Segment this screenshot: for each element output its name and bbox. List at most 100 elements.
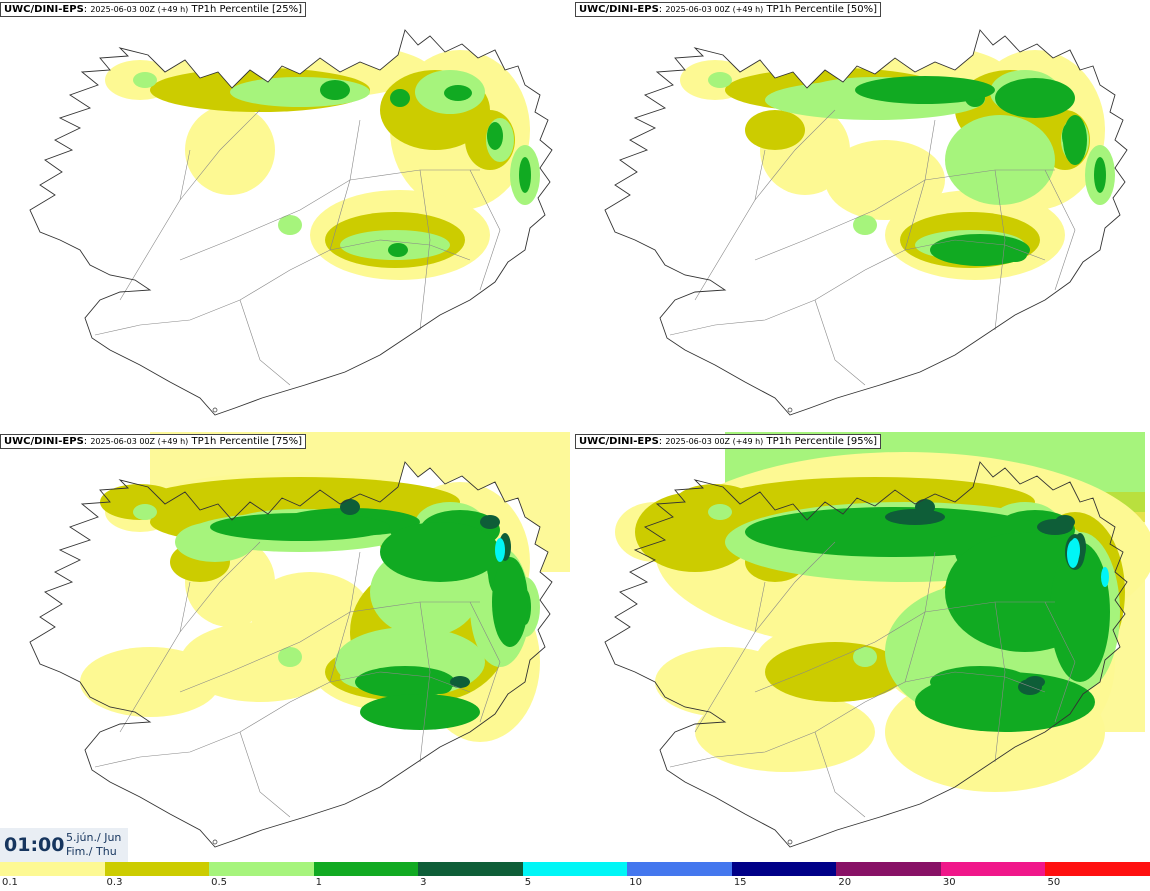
- legend-tick: 30: [942, 877, 956, 888]
- precip-area-p1: [320, 80, 350, 100]
- valid-time: 01:00: [4, 834, 65, 856]
- legend-tick-labels: 0.1 0.3 0.5 1 3 5 10 15 20 30 50: [0, 877, 1150, 891]
- precip-area-p1: [915, 672, 1095, 732]
- legend-swatch: [1045, 862, 1150, 876]
- precip-area-p05: [133, 72, 157, 88]
- precip-area-p1: [855, 76, 995, 104]
- road-line: [94, 239, 471, 336]
- road-line: [994, 169, 1006, 331]
- precip-area-p05: [133, 504, 157, 520]
- panel-title: UWC/DINI-EPS: 2025-06-03 00Z (+49 h) TP1…: [575, 2, 882, 17]
- precip-area-p1: [380, 522, 500, 582]
- precip-area-p03: [765, 642, 905, 702]
- valid-time-box: 01:00 5.jún./ Jun Fim./ Thu: [0, 828, 128, 862]
- legend-tick: 20: [838, 877, 852, 888]
- precip-area-p1: [995, 78, 1075, 118]
- road-line: [814, 299, 866, 386]
- precip-map: [604, 29, 1128, 416]
- legend-swatch: [522, 862, 628, 876]
- precip-area-p1: [930, 234, 1030, 266]
- legend-tick: 50: [1047, 877, 1061, 888]
- run-info: 2025-06-03 00Z (+49 h): [665, 5, 764, 14]
- precip-area-p1: [390, 89, 410, 107]
- precip-area-p3: [480, 515, 500, 529]
- panel-title: UWC/DINI-EPS: 2025-06-03 00Z (+49 h) TP1…: [575, 434, 882, 449]
- model-name: UWC/DINI-EPS: [4, 4, 84, 15]
- precip-area-p3: [885, 509, 945, 525]
- precip-area-p01: [695, 692, 875, 772]
- island: [212, 839, 218, 845]
- precip-area-p03: [100, 484, 180, 520]
- road-line: [419, 169, 431, 331]
- road-line: [179, 541, 261, 633]
- precip-area-p03: [745, 110, 805, 150]
- road-line: [669, 239, 1046, 336]
- road-line: [694, 149, 766, 301]
- run-info: 2025-06-03 00Z (+49 h): [665, 437, 764, 446]
- precip-area-p5: [1101, 567, 1109, 587]
- road-line: [119, 581, 191, 733]
- precip-area-p05: [853, 647, 877, 667]
- precip-area-p1: [487, 122, 503, 150]
- precip-area-p1: [745, 507, 1045, 557]
- map-panel-p25: UWC/DINI-EPS: 2025-06-03 00Z (+49 h) TP1…: [0, 0, 575, 431]
- precip-area-p05: [278, 647, 302, 667]
- road-line: [814, 731, 866, 818]
- precip-area-p1: [444, 85, 472, 101]
- legend-tick: 10: [629, 877, 642, 888]
- road-line: [94, 671, 471, 768]
- road-line: [239, 299, 291, 386]
- coastline: [604, 29, 1128, 416]
- precip-area-p1: [210, 513, 390, 541]
- road-line: [694, 581, 766, 733]
- coastline: [604, 461, 1128, 848]
- road-line: [179, 601, 480, 693]
- precip-area-p05: [853, 215, 877, 235]
- precip-area-p05: [945, 115, 1055, 205]
- map-panel-p95: UWC/DINI-EPS: 2025-06-03 00Z (+49 h) TP1…: [575, 432, 1150, 863]
- precip-map: [604, 432, 1150, 848]
- field-name: TP1h Percentile [25%]: [191, 4, 303, 15]
- island: [787, 839, 793, 845]
- island: [787, 407, 793, 413]
- road-line: [469, 169, 501, 291]
- road-line: [994, 601, 1006, 763]
- road-line: [239, 731, 291, 818]
- precip-area-p1: [1094, 157, 1106, 193]
- precip-area-p1: [388, 243, 408, 257]
- road-line: [754, 601, 1055, 693]
- precip-area-p1: [355, 666, 455, 698]
- legend-swatch: [209, 862, 315, 876]
- coastline: [29, 29, 553, 416]
- road-line: [754, 169, 1055, 261]
- road-line: [119, 149, 191, 301]
- road-line: [1044, 601, 1076, 723]
- date-line-2: Fim./ Thu: [66, 845, 117, 858]
- precip-area-p05: [278, 215, 302, 235]
- field-name: TP1h Percentile [50%]: [766, 4, 878, 15]
- road-line: [469, 601, 501, 723]
- precip-area-p3: [1018, 679, 1042, 695]
- panel-title: UWC/DINI-EPS: 2025-06-03 00Z (+49 h) TP1…: [0, 434, 307, 449]
- coastline: [29, 461, 553, 848]
- model-name: UWC/DINI-EPS: [579, 436, 659, 447]
- legend-tick: 1: [315, 877, 322, 888]
- legend-swatch: [418, 862, 524, 876]
- precip-area-p5: [1067, 540, 1079, 568]
- precip-area-p5: [495, 538, 505, 562]
- road-line: [179, 109, 261, 201]
- precip-map: [29, 432, 570, 848]
- field-name: TP1h Percentile [75%]: [191, 436, 303, 447]
- legend-swatch: [0, 862, 106, 876]
- precip-area-p1: [1050, 542, 1110, 682]
- precip-map: [29, 29, 553, 416]
- road-line: [419, 601, 431, 763]
- color-legend-bar: [0, 862, 1150, 876]
- road-line: [669, 671, 1046, 768]
- legend-swatch: [313, 862, 419, 876]
- run-info: 2025-06-03 00Z (+49 h): [90, 437, 189, 446]
- legend-tick: 3: [420, 877, 427, 888]
- road-line: [179, 169, 480, 261]
- precip-area-p05: [708, 504, 732, 520]
- legend-tick: 15: [733, 877, 747, 888]
